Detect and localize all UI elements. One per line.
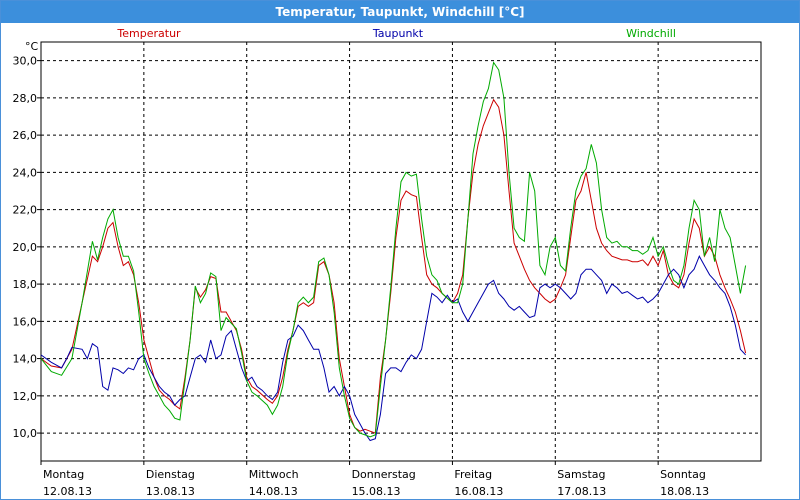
y-tick-label: 28,0 <box>13 92 38 105</box>
legend-entry-taupunkt: Taupunkt <box>372 27 424 40</box>
y-tick-label: 24,0 <box>13 166 38 179</box>
plot-frame <box>40 41 762 462</box>
y-tick-label: 10,0 <box>13 427 38 440</box>
y-tick-label: 16,0 <box>13 315 38 328</box>
chart-grid <box>41 42 761 461</box>
y-tick-label: 20,0 <box>13 241 38 254</box>
y-tick-label: 30,0 <box>13 55 38 68</box>
y-tick-label: 12,0 <box>13 390 38 403</box>
window-title: Temperatur, Taupunkt, Windchill [°C] <box>1 1 799 23</box>
legend-entry-windchill: Windchill <box>626 27 676 40</box>
x-tick-date: 17.08.13 <box>557 485 606 498</box>
x-tick-date: 12.08.13 <box>43 485 92 498</box>
y-tick-label: 22,0 <box>13 204 38 217</box>
chart-series <box>40 61 747 442</box>
x-tick-day: Donnerstag <box>352 468 416 481</box>
x-tick-day: Freitag <box>454 468 492 481</box>
x-tick-day: Samstag <box>557 468 605 481</box>
chart-canvas: °C 10,0 12,0 14,0 16,0 18,0 20,0 22,0 24,0 26,0 2… <box>13 27 762 498</box>
x-tick-date: 14.08.13 <box>249 485 298 498</box>
x-tick-day: Dienstag <box>146 468 195 481</box>
x-tick-date: 15.08.13 <box>352 485 401 498</box>
x-tick-day: Mittwoch <box>249 468 299 481</box>
series-line-temperatur <box>40 98 747 434</box>
chart-legend: Temperatur Taupunkt Windchill <box>116 27 676 40</box>
x-tick-date: 16.08.13 <box>454 485 503 498</box>
x-tick-day: Sonntag <box>660 468 706 481</box>
x-tick-day: Montag <box>43 468 84 481</box>
legend-entry-temperatur: Temperatur <box>116 27 181 40</box>
y-axis-ticks: 10,0 12,0 14,0 16,0 18,0 20,0 22,0 24,0 26,0 28,0… <box>13 55 41 440</box>
series-line-taupunkt <box>40 255 746 442</box>
y-unit-label: °C <box>25 40 39 53</box>
series-line-windchill <box>40 61 747 438</box>
y-tick-label: 14,0 <box>13 353 38 366</box>
x-tick-date: 13.08.13 <box>146 485 195 498</box>
y-tick-label: 18,0 <box>13 278 38 291</box>
y-tick-label: 26,0 <box>13 129 38 142</box>
x-tick-date: 18.08.13 <box>660 485 709 498</box>
x-axis-ticks: Montag 12.08.13 Dienstag 13.08.13 Mittwoch 14… <box>40 461 709 498</box>
